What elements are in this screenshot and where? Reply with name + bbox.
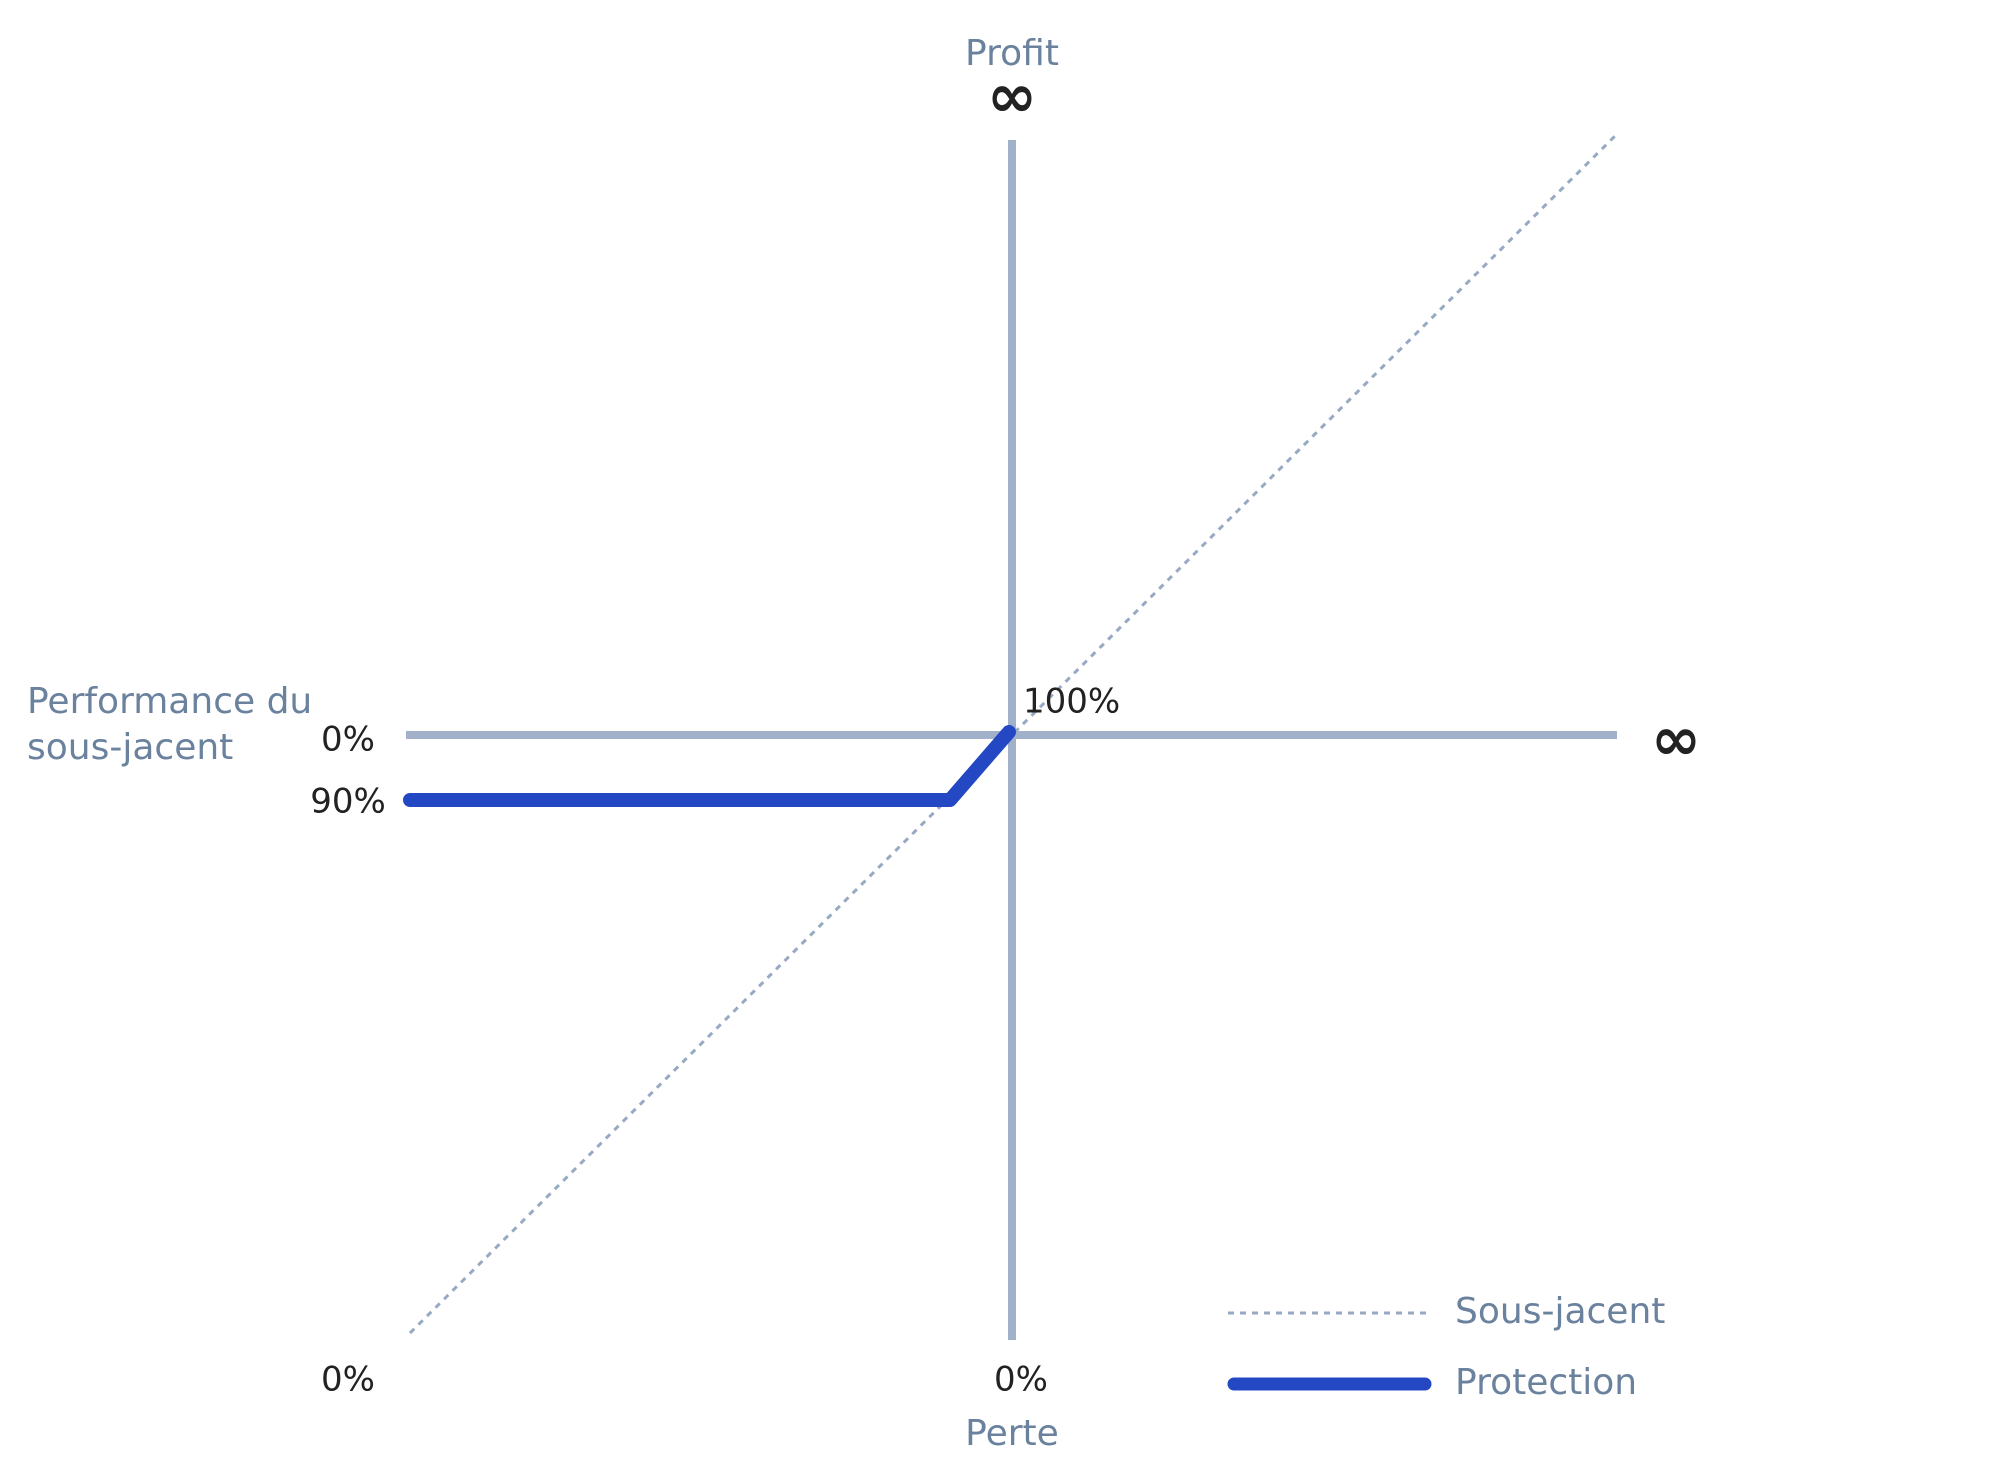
infinity-top: ∞ [987, 62, 1037, 132]
bottom-center-label: 0% [994, 1360, 1048, 1400]
x-axis-title-line: Performance du [27, 681, 312, 722]
bottom-left-label: 0% [321, 1360, 375, 1400]
x-axis-title-line: sous-jacent [27, 727, 233, 768]
loss-label: Perte [965, 1413, 1059, 1454]
infinity-right: ∞ [1651, 705, 1701, 775]
origin-label: 100% [1023, 682, 1120, 722]
profit-label: Profit [965, 33, 1059, 74]
legend-label: Sous-jacent [1455, 1291, 1665, 1332]
floor-label: 90% [310, 782, 386, 822]
underlying-line [408, 132, 1619, 1335]
zero-label: 0% [321, 720, 375, 760]
protection-line [403, 725, 1016, 807]
legend-label: Protection [1455, 1362, 1637, 1403]
